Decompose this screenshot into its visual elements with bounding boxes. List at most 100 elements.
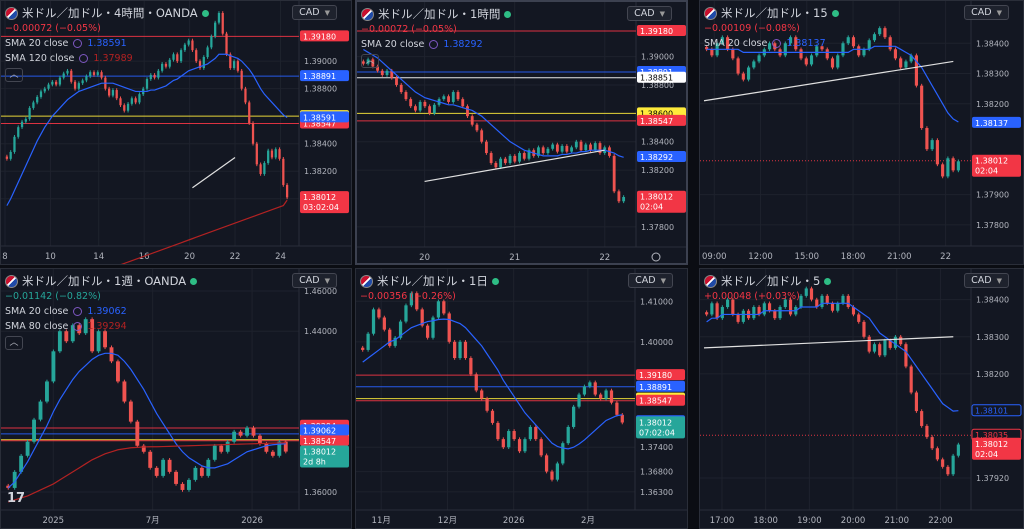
chart-legend: 米ドル／加ドル・4時間・OANDA −0.00072 (−0.05%) SMA 20… [5, 5, 209, 82]
price-chart[interactable]: 1.37920 1.38200 1.38300 1.38400 17:00 18:00 19… [700, 269, 1023, 528]
trendline[interactable] [424, 149, 605, 183]
symbol-title[interactable]: 米ドル／加ドル・1週・OANDA [5, 273, 198, 289]
collapse-legend-button[interactable]: ︿ [5, 68, 23, 82]
x-tick-label: 14 [93, 252, 104, 262]
collapse-legend-button[interactable]: ︿ [361, 54, 379, 68]
candle [164, 63, 168, 67]
x-tick-label: 09:00 [702, 252, 727, 262]
candle [83, 319, 88, 334]
price-axis-label-text: 1.38035 [975, 431, 1008, 440]
symbol-title[interactable]: 米ドル／加ドル・4時間・OANDA [5, 5, 209, 21]
trendline[interactable] [703, 336, 954, 349]
candle [20, 121, 24, 128]
trendline[interactable] [703, 60, 954, 102]
chevron-down-icon: ▼ [996, 8, 1002, 17]
candle [799, 49, 803, 59]
indicator-legend-row[interactable]: SMA 20 close 1.38137 [704, 38, 839, 49]
currency-selector[interactable]: CAD ▼ [627, 6, 672, 21]
currency-selector[interactable]: CAD ▼ [964, 5, 1009, 20]
candle [820, 295, 824, 308]
x-tick-label: 8 [2, 252, 7, 262]
sma-line [706, 302, 959, 412]
candle [161, 459, 166, 476]
price-chart[interactable]: 1.380001.382001.384001.388001.3900081014… [1, 1, 351, 264]
symbol-title[interactable]: 米ドル／加ドル・1日 [360, 273, 499, 289]
symbol-title-text: 米ドル／加ドル・1時間 [378, 7, 501, 21]
indicator-settings-icon[interactable] [73, 307, 83, 316]
candle [544, 455, 549, 472]
candle [32, 102, 35, 108]
sma-line [362, 318, 623, 450]
candle [899, 336, 903, 345]
price-axis-label [637, 71, 686, 83]
chart-panel-p2[interactable]: 米ドル／加ドル・1時間 −0.00072 (−0.05%) SMA 20 close… [355, 0, 688, 265]
chart-panel-p4[interactable]: 米ドル／加ドル・1週・OANDA −0.01142 (−0.82%) SMA 20 … [0, 268, 352, 529]
indicator-legend-row[interactable]: SMA 120 close 1.37989 [5, 53, 209, 64]
symbol-title[interactable]: 米ドル／加ドル・1時間 [361, 6, 512, 22]
indicator-legend-row[interactable]: SMA 80 close 1.39294 [5, 321, 197, 332]
candle [32, 419, 36, 442]
chart-panel-p3[interactable]: 米ドル／加ドル・15 −0.00109 (−0.08%) SMA 20 close 1… [699, 0, 1024, 265]
collapse-legend-button[interactable]: ︿ [5, 336, 23, 350]
candle [172, 54, 175, 60]
candle [857, 314, 861, 322]
indicator-legend-row[interactable]: SMA 20 close 1.38292 [361, 39, 511, 50]
currency-selector[interactable]: CAD ▼ [628, 273, 673, 288]
price-axis-label [300, 445, 349, 468]
gear-icon[interactable] [651, 252, 661, 262]
candle [878, 344, 882, 356]
candle [149, 74, 152, 80]
currency-selector[interactable]: CAD ▼ [292, 273, 337, 288]
candle [138, 94, 141, 103]
price-axis-label [636, 416, 685, 439]
chart-panel-p6[interactable]: 米ドル／加ドル・5 +0.00048 (+0.03%) CAD ▼ 1.37920 1.3… [699, 268, 1024, 529]
indicator-settings-icon[interactable] [429, 40, 439, 49]
candle [128, 401, 133, 422]
candle [135, 421, 140, 446]
candle [830, 303, 835, 311]
y-tick-label: 1.38800 [641, 81, 674, 90]
indicator-legend-row[interactable]: SMA 20 close 1.39062 [5, 306, 197, 317]
candle [904, 61, 908, 68]
symbol-title[interactable]: 米ドル／加ドル・15 [704, 5, 839, 21]
trendline[interactable] [192, 156, 236, 189]
candle [494, 162, 498, 168]
candle [546, 148, 550, 154]
price-change: −0.00072 (−0.05%) [5, 23, 101, 34]
candle [154, 467, 159, 476]
price-chart[interactable]: 1.37800 1.37900 1.38200 1.38300 1.38400 09:00… [700, 1, 1023, 264]
indicator-settings-icon[interactable] [772, 39, 782, 48]
indicator-settings-icon[interactable] [79, 54, 89, 63]
candle [463, 341, 468, 359]
chart-panel-p5[interactable]: 米ドル／加ドル・1日 −0.00356 (−0.26%) CAD ▼ 1.36300 1.… [355, 268, 688, 529]
candle [512, 431, 516, 440]
price-chart[interactable]: 1.37800 1.38200 1.38400 1.38800 1.39000 20 21 2… [357, 2, 688, 265]
candle [285, 184, 289, 198]
chart-panel-p1[interactable]: 米ドル／加ドル・4時間・OANDA −0.00072 (−0.05%) SMA 20… [0, 0, 352, 265]
currency-selector[interactable]: CAD ▼ [292, 5, 337, 20]
candle [148, 451, 153, 468]
symbol-title[interactable]: 米ドル／加ドル・5 [704, 273, 832, 289]
candle [388, 329, 392, 346]
countdown-label: 02:04 [640, 203, 663, 212]
currency-selector[interactable]: CAD ▼ [964, 273, 1009, 288]
candle [382, 317, 386, 330]
price-chart[interactable]: 1.36300 1.36800 1.37400 1.40000 1.41000 11月 12… [356, 269, 687, 528]
candle [270, 150, 274, 158]
candle [89, 72, 92, 77]
price-chart[interactable]: 1.360001.440001.4600020257月20261.391801.… [1, 269, 351, 528]
x-tick-label: 21:00 [887, 252, 912, 262]
candle [221, 13, 224, 34]
indicator-settings-icon[interactable] [73, 39, 83, 48]
candle [251, 123, 255, 144]
candle [551, 144, 555, 149]
candle [815, 299, 819, 308]
tradingview-logo[interactable]: 17 [7, 491, 26, 506]
indicator-settings-icon[interactable] [73, 322, 83, 331]
indicator-legend-row[interactable]: SMA 20 close 1.38591 [5, 38, 209, 49]
price-axis-label-text: 1.39062 [303, 426, 336, 435]
candle [825, 295, 829, 304]
candle [741, 310, 745, 322]
x-tick-label: 7月 [146, 516, 160, 526]
currency-label: CAD [634, 8, 655, 19]
